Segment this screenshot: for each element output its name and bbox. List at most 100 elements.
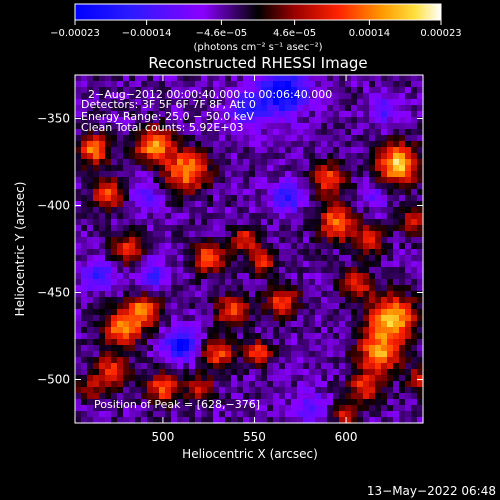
heatmap-cell [207,219,214,226]
heatmap-cell [195,153,202,160]
heatmap-cell [165,399,172,406]
heatmap-cell [165,267,172,274]
heatmap-cell [135,363,142,370]
heatmap-cell [207,369,214,376]
heatmap-cell [201,195,208,202]
heatmap-cell [93,171,100,178]
heatmap-cell [327,177,334,184]
heatmap-cell [279,309,286,316]
heatmap-cell [147,381,154,388]
heatmap-cell [171,153,178,160]
heatmap-cell [93,273,100,280]
heatmap-cell [273,93,280,100]
heatmap-cell [237,327,244,334]
heatmap-cell [363,405,370,412]
heatmap-cell [81,417,88,424]
heatmap-cell [81,177,88,184]
heatmap-cell [135,75,142,82]
heatmap-cell [417,321,424,328]
heatmap-cell [93,321,100,328]
heatmap-cell [261,195,268,202]
heatmap-cell [273,213,280,220]
heatmap-cell [303,387,310,394]
heatmap-cell [315,291,322,298]
heatmap-cell [339,219,346,226]
heatmap-cell [171,171,178,178]
heatmap-cell [417,399,424,406]
heatmap-cell [291,225,298,232]
heatmap-cell [99,339,106,346]
heatmap-cell [129,207,136,214]
heatmap-cell [177,231,184,238]
heatmap-cell [129,291,136,298]
heatmap-cell [351,123,358,130]
heatmap-cell [159,417,166,424]
heatmap-cell [225,129,232,136]
heatmap-cell [411,249,418,256]
heatmap-cell [87,87,94,94]
heatmap-cell [141,387,148,394]
heatmap-cell [189,159,196,166]
heatmap-cell [243,417,250,424]
heatmap-cell [279,201,286,208]
heatmap-cell [243,225,250,232]
heatmap-cell [411,99,418,106]
heatmap-cell [117,369,124,376]
heatmap-cell [363,399,370,406]
heatmap-cell [141,303,148,310]
heatmap-cell [213,345,220,352]
heatmap-cell [327,105,334,112]
heatmap-cell [75,345,82,352]
heatmap-cell [357,393,364,400]
heatmap-cell [177,279,184,286]
heatmap-cell [339,183,346,190]
heatmap-cell [207,159,214,166]
heatmap-cell [81,315,88,322]
heatmap-cell [81,201,88,208]
heatmap-cell [171,195,178,202]
heatmap-cell [285,321,292,328]
heatmap-cell [351,87,358,94]
heatmap-cell [381,357,388,364]
heatmap-cell [87,345,94,352]
heatmap-cell [219,207,226,214]
heatmap-cell [177,135,184,142]
heatmap-cell [99,141,106,148]
heatmap-cell [147,231,154,238]
heatmap-cell [225,249,232,256]
heatmap-cell [189,141,196,148]
heatmap-cell [141,123,148,130]
heatmap-cell [207,75,214,82]
heatmap-cell [111,87,118,94]
heatmap-cell [273,171,280,178]
heatmap-cell [333,381,340,388]
heatmap-cell [243,183,250,190]
heatmap-cell [363,189,370,196]
heatmap-cell [117,129,124,136]
heatmap-cell [279,279,286,286]
heatmap-cell [147,357,154,364]
heatmap-cell [75,363,82,370]
heatmap-cell [213,123,220,130]
heatmap-cell [117,273,124,280]
heatmap-cell [267,333,274,340]
heatmap-cell [345,327,352,334]
heatmap-cell [87,207,94,214]
heatmap-cell [261,255,268,262]
heatmap-cell [183,411,190,418]
heatmap-cell [129,135,136,142]
heatmap-cell [177,153,184,160]
heatmap-cell [117,291,124,298]
heatmap-cell [117,171,124,178]
heatmap-cell [405,303,412,310]
heatmap-cell [189,273,196,280]
heatmap-cell [381,279,388,286]
heatmap-cell [75,147,82,154]
heatmap-cell [207,99,214,106]
heatmap-cell [93,267,100,274]
heatmap-cell [237,135,244,142]
heatmap-cell [243,291,250,298]
heatmap-cell [405,363,412,370]
heatmap-cell [339,291,346,298]
heatmap-cell [147,159,154,166]
